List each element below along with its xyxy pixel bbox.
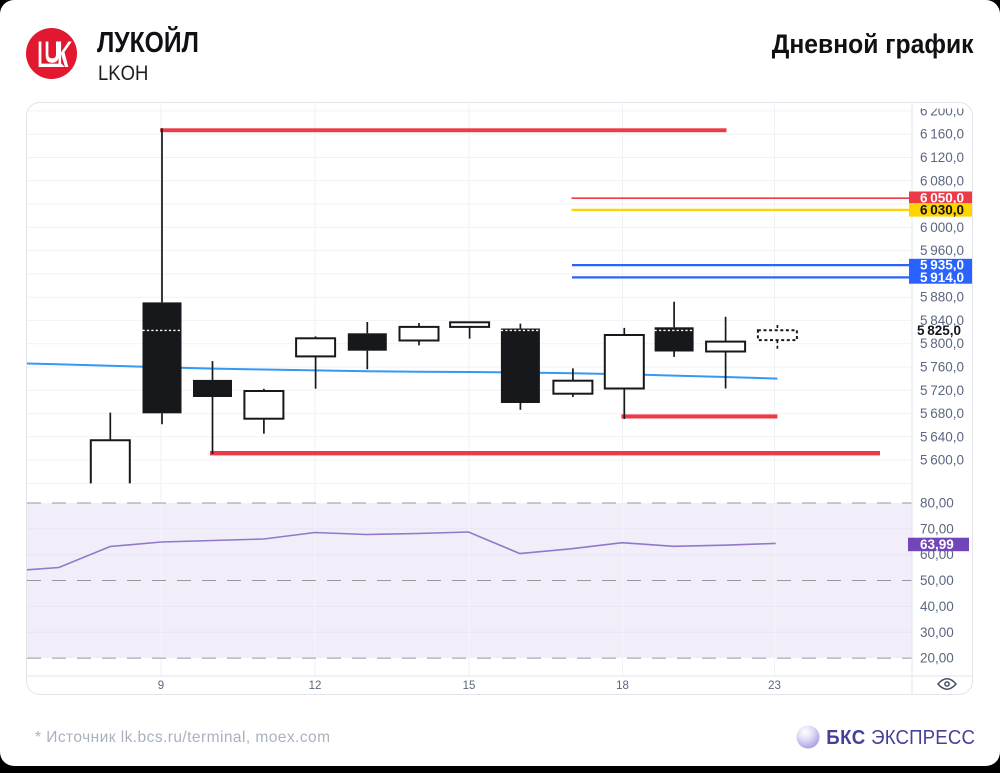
svg-text:5 914,0: 5 914,0 [920, 270, 964, 285]
svg-text:6 050,0: 6 050,0 [920, 191, 964, 206]
svg-text:50,00: 50,00 [920, 573, 954, 588]
svg-text:5 935,0: 5 935,0 [920, 258, 964, 273]
svg-text:6 120,0: 6 120,0 [920, 150, 964, 165]
svg-text:6 000,0: 6 000,0 [920, 220, 964, 235]
svg-text:5 840,0: 5 840,0 [920, 313, 964, 328]
svg-text:5 760,0: 5 760,0 [920, 360, 964, 375]
svg-text:20,00: 20,00 [920, 651, 954, 666]
svg-text:5 680,0: 5 680,0 [920, 406, 964, 421]
svg-text:70,00: 70,00 [920, 521, 954, 536]
svg-text:63,99: 63,99 [920, 537, 954, 552]
svg-text:5 640,0: 5 640,0 [920, 429, 964, 444]
svg-text:6 080,0: 6 080,0 [920, 173, 964, 188]
svg-text:5 720,0: 5 720,0 [920, 383, 964, 398]
svg-text:6 030,0: 6 030,0 [920, 202, 964, 217]
svg-text:30,00: 30,00 [920, 625, 954, 640]
svg-text:80,00: 80,00 [920, 496, 954, 511]
svg-text:5 880,0: 5 880,0 [920, 290, 964, 305]
svg-text:40,00: 40,00 [920, 599, 954, 614]
svg-text:5 825,0: 5 825,0 [917, 323, 961, 338]
svg-text:23: 23 [768, 680, 781, 692]
svg-text:18: 18 [616, 680, 629, 692]
svg-text:6 160,0: 6 160,0 [920, 127, 964, 142]
svg-text:5 600,0: 5 600,0 [920, 453, 964, 468]
svg-text:12: 12 [309, 680, 322, 692]
svg-text:9: 9 [158, 680, 164, 692]
svg-text:5 800,0: 5 800,0 [920, 336, 964, 351]
svg-text:5 960,0: 5 960,0 [920, 243, 964, 258]
svg-text:15: 15 [463, 680, 476, 692]
